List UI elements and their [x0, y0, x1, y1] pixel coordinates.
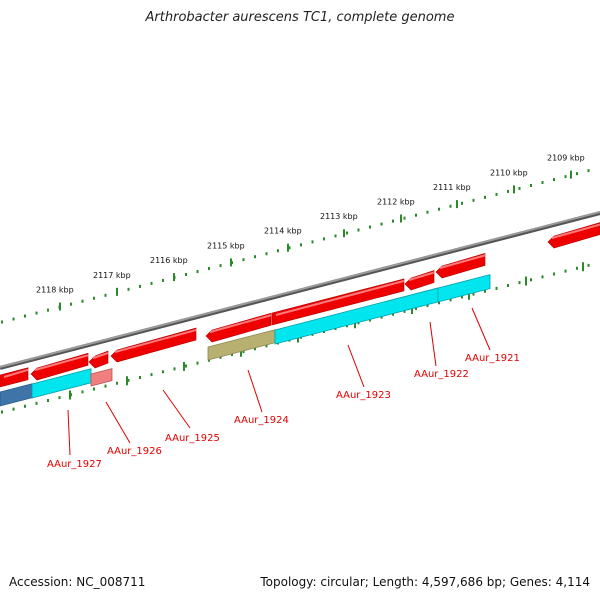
genome-backbone [0, 211, 600, 370]
genome-summary-text: Topology: circular; Length: 4,597,686 bp… [260, 575, 590, 589]
gene-arrow-shine [439, 254, 486, 269]
gene-label-leaders [67, 307, 491, 456]
gene-label: AAur_1921 [465, 353, 520, 364]
gene-arrow-shine [275, 279, 405, 316]
kbp-label: 2114 kbp [264, 227, 302, 236]
gene-arrow-shine [3, 368, 29, 378]
gene-arrow-shine [551, 223, 600, 239]
gene-label-group: AAur_1921 AAur_1922 AAur_1923 AAur_1924 AAur… [47, 353, 520, 470]
leader-line [429, 321, 437, 367]
kbp-label: 2115 kbp [207, 241, 245, 250]
kbp-label-group: 2109 kbp 2110 kbp 2111 kbp 2112 kbp 2113 kbp… [36, 154, 585, 295]
leader-line [471, 307, 491, 351]
accession-text: Accession: NC_008711 [9, 575, 146, 589]
page-title: Arthrobacter aurescens TC1, complete gen… [145, 10, 455, 25]
gene-arrow-shine [209, 314, 272, 333]
kbp-label: 2111 kbp [433, 183, 471, 192]
gene-label: AAur_1924 [234, 415, 289, 426]
kbp-label: 2113 kbp [320, 212, 358, 221]
kbp-label: 2117 kbp [93, 271, 131, 280]
gene-label: AAur_1922 [414, 369, 469, 380]
kbp-label: 2112 kbp [377, 198, 415, 207]
leader-line [162, 389, 191, 429]
gene-label: AAur_1923 [336, 390, 391, 401]
kbp-label: 2116 kbp [150, 256, 188, 265]
leader-line [67, 409, 71, 456]
gene-label: AAur_1926 [107, 446, 162, 457]
kbp-label: 2110 kbp [490, 168, 528, 177]
cds-segment [90, 368, 113, 387]
gene-track [0, 222, 600, 388]
gene-arrow-shine [34, 354, 89, 371]
cds-track [0, 274, 491, 407]
outer-tick-track [1, 169, 590, 324]
leader-line [347, 344, 365, 388]
gene-label: AAur_1927 [47, 459, 102, 470]
gene-arrow-shine [408, 271, 435, 281]
cds-segment [0, 383, 33, 407]
kbp-label: 2109 kbp [547, 154, 585, 163]
gene-arrow-shine [114, 329, 197, 353]
leader-line [105, 401, 131, 444]
leader-line [247, 369, 263, 413]
gene-label: AAur_1925 [165, 433, 220, 444]
backbone-highlight [0, 211, 600, 368]
cds-segment [437, 274, 491, 303]
gene-arrow-shine [92, 352, 109, 359]
kbp-label: 2118 kbp [36, 286, 74, 295]
